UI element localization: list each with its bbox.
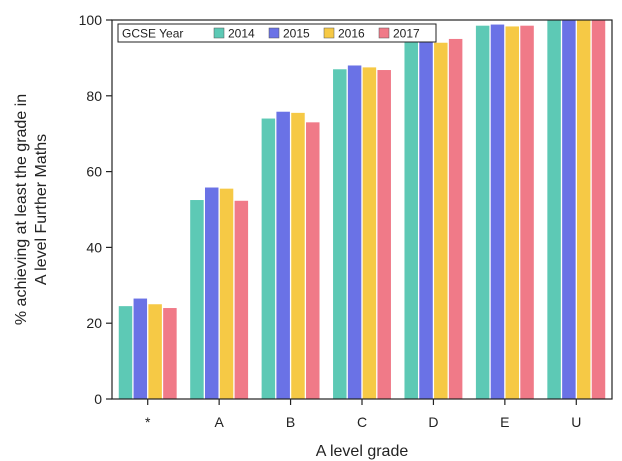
legend-swatch-2015 xyxy=(268,27,280,39)
bar-2014-0 xyxy=(118,306,133,399)
y-tick-label: 60 xyxy=(86,164,102,180)
legend-title: GCSE Year xyxy=(122,27,183,41)
bar-2015-1 xyxy=(204,187,219,399)
bar-2015-5 xyxy=(490,24,505,400)
bar-2017-1 xyxy=(234,200,249,399)
bar-2014-6 xyxy=(547,20,561,399)
bar-2017-5 xyxy=(520,25,534,399)
bar-2015-2 xyxy=(276,111,290,399)
legend: GCSE Year 2014 2015 2016 2017 xyxy=(117,23,437,43)
x-tick-label: D xyxy=(428,414,438,430)
y-tick-label: 0 xyxy=(94,391,102,407)
bar-2016-2 xyxy=(291,112,305,400)
bar-2014-5 xyxy=(475,25,490,399)
bar-2016-0 xyxy=(148,304,162,399)
y-tick-label: 40 xyxy=(86,239,102,255)
bar-2014-1 xyxy=(190,200,204,399)
y-axis-title: % achieving at least the grade in A leve… xyxy=(13,94,50,325)
legend-swatch-2016 xyxy=(323,27,335,39)
legend-label-2017: 2017 xyxy=(393,27,420,41)
x-tick-label: B xyxy=(286,414,295,430)
bar-2017-4 xyxy=(448,38,463,399)
bar-2015-0 xyxy=(133,298,148,399)
legend-swatch-2017 xyxy=(378,27,390,39)
bar-2015-4 xyxy=(419,37,433,400)
bar-2016-4 xyxy=(434,42,448,400)
bar-2017-6 xyxy=(591,20,606,399)
bars-layer xyxy=(118,20,606,400)
x-axis-title: A level grade xyxy=(316,443,409,460)
bar-2014-2 xyxy=(261,118,276,399)
bar-2014-3 xyxy=(333,69,347,400)
bar-2015-3 xyxy=(347,65,362,399)
y-tick-label: 80 xyxy=(86,88,102,104)
bar-2016-1 xyxy=(219,188,234,399)
legend-label-2015: 2015 xyxy=(283,27,310,41)
x-tick-label: C xyxy=(357,414,367,430)
bar-2016-5 xyxy=(505,26,520,399)
bar-2015-6 xyxy=(562,20,576,399)
y-axis-title-line-2: A level Further Maths xyxy=(33,134,50,285)
bar-2016-6 xyxy=(576,20,591,399)
x-tick-label: * xyxy=(145,414,151,430)
bar-2017-2 xyxy=(306,122,320,399)
legend-swatch-2014 xyxy=(213,27,225,39)
x-tick-label: A xyxy=(214,414,224,430)
bar-2017-0 xyxy=(163,308,177,399)
x-tick-label: U xyxy=(571,414,581,430)
y-axis-title-line-1: % achieving at least the grade in xyxy=(13,94,30,325)
x-tick-label: E xyxy=(500,414,509,430)
bar-2014-4 xyxy=(404,38,418,399)
bar-2016-3 xyxy=(362,67,377,400)
plot-frame xyxy=(111,19,613,400)
legend-label-2016: 2016 xyxy=(338,27,365,41)
y-tick-label: 100 xyxy=(79,12,103,28)
y-tick-label: 20 xyxy=(86,315,102,331)
axes-layer: 0 20 40 60 80 100 * A B C D E U xyxy=(79,12,613,430)
bar-2017-3 xyxy=(377,70,391,399)
legend-label-2014: 2014 xyxy=(228,27,255,41)
